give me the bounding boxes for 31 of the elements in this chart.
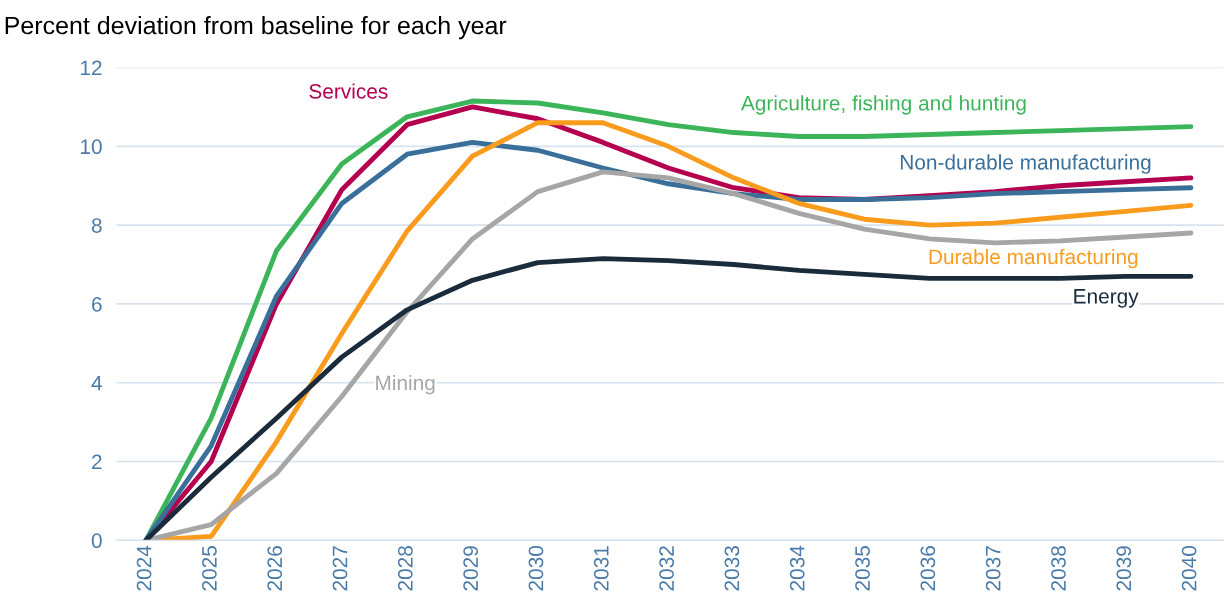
x-tick-label: 2028	[397, 546, 413, 591]
x-tick-label: 2031	[593, 546, 609, 591]
series-label: Energy	[1074, 289, 1139, 308]
series-label: Durable manufacturing	[929, 248, 1138, 269]
x-tick-label: 2030	[528, 545, 544, 591]
series-label: Mining	[376, 374, 435, 395]
x-tick-label: 2026	[267, 546, 283, 591]
x-tick-label: 2033	[724, 546, 740, 591]
y-tick-label: 10	[81, 139, 102, 155]
y-tick-label: 0	[91, 533, 102, 549]
chart-title: Percent deviation from baseline for each year	[5, 15, 507, 40]
x-tick-label: 2039	[1116, 546, 1132, 591]
x-tick-label: 2024	[136, 545, 152, 591]
series-label: Non-durable manufacturing	[900, 154, 1151, 174]
y-tick-label: 8	[91, 218, 102, 233]
y-tick-label: 12	[81, 60, 102, 76]
series-label: Agriculture, fishing and hunting	[740, 95, 1026, 115]
x-tick-label: 2035	[855, 546, 870, 591]
x-tick-label: 2037	[985, 546, 1001, 591]
x-tick-label: 2027	[332, 546, 348, 591]
x-tick-label: 2036	[920, 546, 936, 591]
series-label: Services	[309, 83, 388, 99]
y-tick-label: 4	[91, 375, 102, 391]
x-tick-label: 2032	[659, 546, 674, 591]
x-tick-label: 2034	[789, 545, 805, 591]
x-tick-label: 2029	[463, 546, 479, 591]
y-tick-label: 2	[92, 454, 102, 470]
x-tick-label: 2038	[1051, 546, 1066, 591]
x-tick-label: 2040	[1181, 545, 1197, 591]
x-tick-label: 2025	[202, 546, 217, 591]
y-tick-label: 6	[92, 296, 102, 312]
